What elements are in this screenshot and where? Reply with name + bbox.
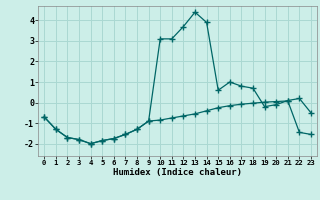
X-axis label: Humidex (Indice chaleur): Humidex (Indice chaleur) xyxy=(113,168,242,177)
